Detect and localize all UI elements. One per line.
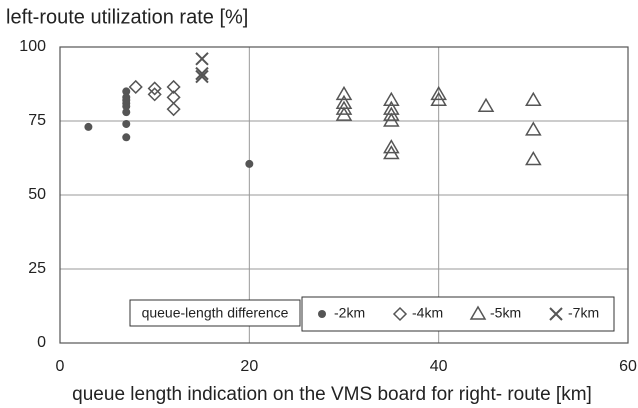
point bbox=[477, 97, 495, 112]
plot-frame bbox=[59, 46, 629, 344]
point bbox=[128, 79, 143, 95]
point bbox=[245, 159, 254, 168]
point bbox=[335, 100, 353, 115]
legend-marker bbox=[392, 306, 408, 322]
chart-title: left-route utilization rate [%] bbox=[6, 6, 248, 28]
point bbox=[195, 66, 209, 81]
point bbox=[147, 87, 162, 102]
legend-marker bbox=[318, 310, 326, 318]
legend-title: queue-length difference bbox=[142, 305, 289, 321]
point bbox=[383, 91, 400, 107]
legend-marker bbox=[549, 307, 563, 321]
legend-label: -4km bbox=[412, 305, 443, 321]
y-tick-label: 25 bbox=[28, 260, 46, 277]
point bbox=[383, 145, 400, 160]
y-tick-label: 100 bbox=[19, 38, 46, 55]
legend-label: -2km bbox=[334, 305, 365, 321]
legend-label: -5km bbox=[490, 305, 521, 321]
point bbox=[122, 87, 131, 96]
y-tick-label: 50 bbox=[28, 186, 46, 203]
point bbox=[195, 52, 209, 66]
point bbox=[122, 108, 131, 117]
legend-marker bbox=[469, 305, 487, 320]
x-tick-label: 20 bbox=[240, 358, 258, 375]
y-tick-label: 0 bbox=[37, 334, 46, 351]
point bbox=[525, 121, 542, 136]
point bbox=[166, 102, 181, 117]
x-axis-label: queue length indication on the VMS board… bbox=[72, 384, 592, 405]
point bbox=[383, 112, 400, 127]
point bbox=[383, 139, 400, 154]
point bbox=[335, 106, 353, 121]
point bbox=[84, 122, 93, 131]
point bbox=[122, 96, 131, 105]
x-tick-label: 0 bbox=[56, 358, 65, 375]
point bbox=[383, 106, 400, 121]
point bbox=[122, 102, 131, 111]
point bbox=[122, 119, 131, 128]
legend-label: -7km bbox=[568, 305, 599, 321]
point bbox=[195, 69, 209, 84]
y-tick-label: 75 bbox=[28, 112, 46, 129]
point bbox=[430, 85, 447, 101]
point bbox=[430, 91, 447, 107]
point bbox=[335, 85, 353, 101]
point bbox=[525, 150, 542, 166]
point bbox=[525, 91, 542, 107]
point bbox=[122, 133, 131, 142]
legend-title-box bbox=[129, 299, 301, 327]
x-tick-label: 60 bbox=[619, 358, 637, 375]
x-tick-label: 40 bbox=[430, 358, 448, 375]
point bbox=[166, 79, 181, 95]
point bbox=[147, 81, 162, 96]
legend-box bbox=[301, 296, 615, 332]
